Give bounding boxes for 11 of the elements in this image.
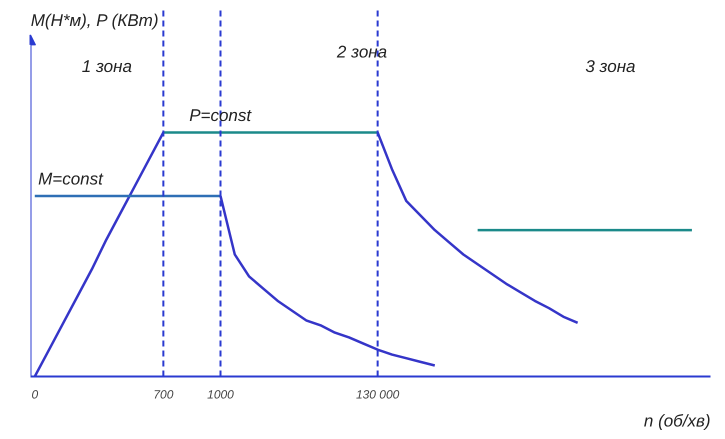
text: 1 зона (82, 57, 132, 76)
text: 2 зона (336, 42, 388, 62)
text: P=const (189, 106, 252, 125)
text: 3 зона (585, 57, 636, 76)
text: M(Н*м), P (КВт) (30, 10, 159, 30)
x-tick-label: 700 (153, 388, 174, 402)
x-tick-label: 0 (31, 388, 38, 402)
annotation: M=const (38, 169, 104, 188)
x-tick-label: 130 000 (356, 388, 400, 402)
x-axis-title: n (об/хв) (644, 412, 711, 430)
x-tick-label: 1000 (207, 388, 234, 402)
